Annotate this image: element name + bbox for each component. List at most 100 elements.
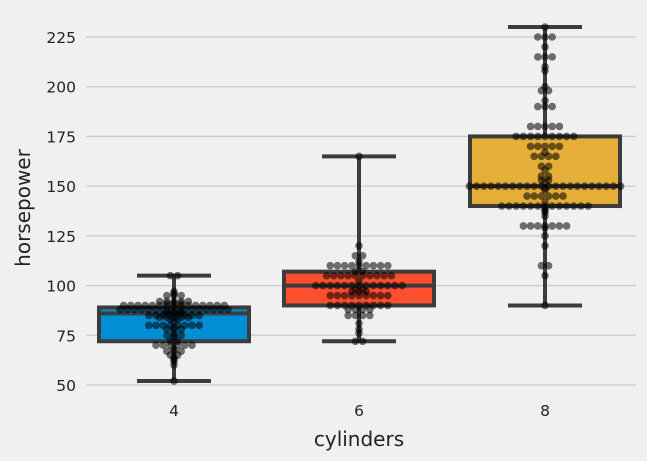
data-point <box>177 331 185 340</box>
data-point <box>369 301 378 310</box>
data-point <box>541 82 549 91</box>
data-point <box>541 271 549 280</box>
data-point <box>548 202 556 210</box>
data-point <box>159 341 167 350</box>
data-point <box>344 271 353 280</box>
data-point <box>595 182 603 190</box>
data-point <box>555 122 564 131</box>
data-point <box>384 281 392 290</box>
data-point <box>373 271 381 280</box>
data-point <box>541 102 549 111</box>
data-point <box>134 301 142 310</box>
data-point <box>163 331 171 340</box>
data-point <box>519 202 528 210</box>
swarm-points-layer <box>116 23 625 385</box>
data-point <box>544 172 553 180</box>
data-point <box>358 337 367 346</box>
data-point <box>494 182 503 190</box>
data-point <box>326 291 335 300</box>
data-point <box>344 311 353 320</box>
data-point <box>534 53 542 61</box>
data-point <box>530 152 538 161</box>
data-point <box>369 261 378 270</box>
data-point <box>152 341 160 350</box>
data-point <box>584 202 592 210</box>
data-point <box>384 301 392 310</box>
data-point <box>177 291 185 300</box>
data-point <box>348 281 356 290</box>
data-point <box>548 132 556 141</box>
data-point <box>177 297 185 306</box>
data-point <box>548 33 556 41</box>
data-point <box>526 132 535 141</box>
data-point <box>541 198 549 206</box>
data-point <box>355 242 363 250</box>
data-point <box>541 23 549 31</box>
data-point <box>376 301 385 310</box>
data-point <box>534 102 542 111</box>
data-point <box>512 132 520 141</box>
data-point <box>519 132 528 141</box>
data-point <box>523 182 531 190</box>
data-point <box>570 202 578 210</box>
y-tick-label: 50 <box>56 377 76 395</box>
data-point <box>487 182 495 190</box>
data-point <box>188 321 196 330</box>
data-point <box>548 222 556 230</box>
data-point <box>519 222 528 230</box>
data-point <box>199 301 207 310</box>
x-tick-label: 6 <box>354 402 364 420</box>
y-axis-label: horsepower <box>11 148 35 266</box>
y-tick-label: 100 <box>46 278 76 296</box>
data-point <box>480 182 488 190</box>
data-point <box>577 202 585 210</box>
data-point <box>322 271 331 280</box>
data-point <box>384 291 392 300</box>
data-point <box>333 281 342 290</box>
data-point <box>141 301 149 310</box>
data-point <box>548 122 556 131</box>
data-point <box>566 182 574 190</box>
y-tick-label: 150 <box>46 178 76 196</box>
data-point <box>330 271 338 280</box>
y-tick-labels: 50 75 100 125 150 175 200 225 <box>46 29 76 395</box>
data-point <box>384 261 392 270</box>
data-point <box>152 321 160 330</box>
data-point <box>526 122 535 131</box>
data-point <box>465 182 474 190</box>
data-point <box>541 43 549 51</box>
data-point <box>541 53 549 61</box>
data-point <box>351 311 360 320</box>
data-point <box>333 261 342 270</box>
data-point <box>512 202 520 210</box>
data-point <box>537 192 546 200</box>
data-point <box>544 261 553 270</box>
data-point <box>355 257 363 266</box>
data-point <box>312 281 320 290</box>
data-point <box>537 162 546 171</box>
data-point <box>366 311 374 320</box>
data-point <box>534 202 542 210</box>
data-point <box>548 53 556 61</box>
data-point <box>358 267 367 276</box>
data-point <box>376 291 385 300</box>
data-point <box>127 301 135 310</box>
data-point <box>369 281 378 290</box>
x-tick-label: 4 <box>169 402 179 420</box>
data-point <box>376 261 385 270</box>
data-point <box>319 281 327 290</box>
data-point <box>358 311 367 320</box>
y-tick-label: 175 <box>46 128 76 146</box>
data-point <box>333 291 342 300</box>
data-point <box>366 271 374 280</box>
data-point <box>173 271 182 280</box>
data-point <box>355 277 363 286</box>
x-tick-labels: 4 6 8 <box>169 402 550 420</box>
data-point <box>170 377 178 385</box>
data-point <box>181 341 189 350</box>
data-point <box>369 291 378 300</box>
data-point <box>351 251 360 260</box>
data-point <box>188 311 196 320</box>
data-point <box>213 301 221 310</box>
